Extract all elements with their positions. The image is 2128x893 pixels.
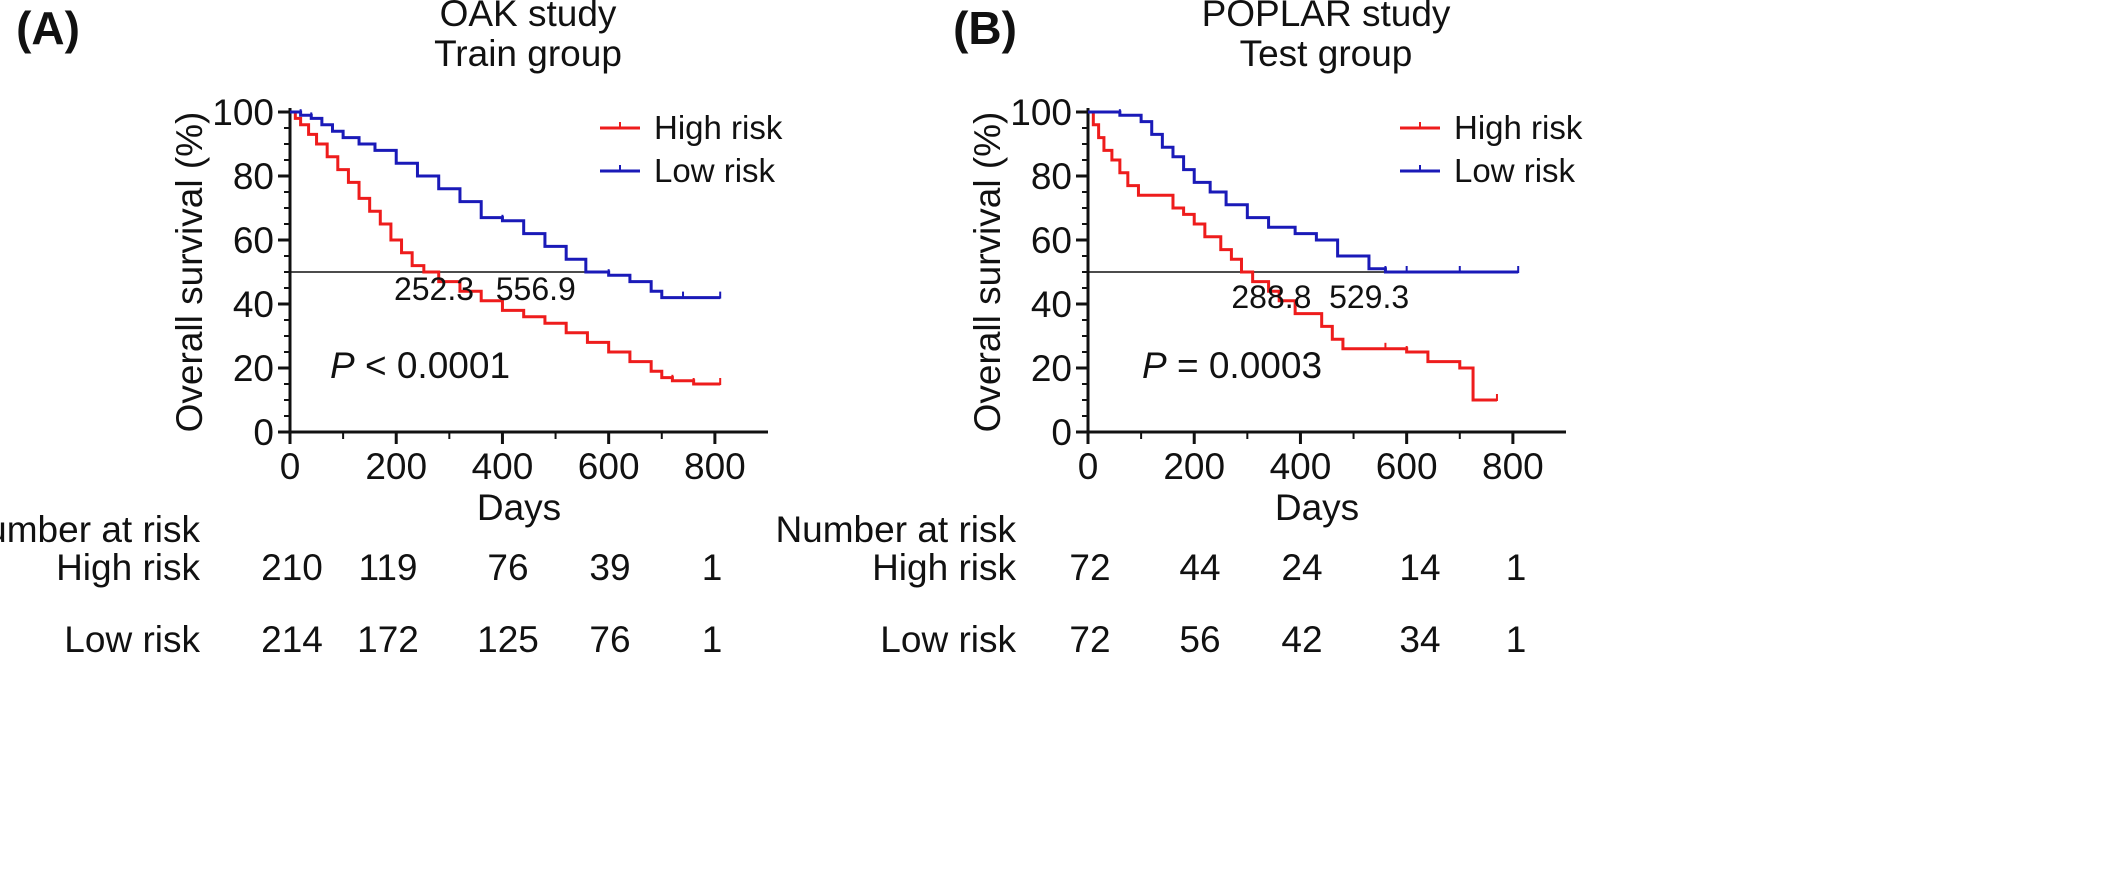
y-tick-label: 20 — [233, 348, 274, 389]
risk-row-label: Low risk — [880, 619, 1016, 660]
risk-cell: 72 — [1069, 619, 1110, 660]
risk-cell: 44 — [1179, 547, 1220, 588]
y-tick-label: 100 — [1010, 92, 1072, 133]
risk-cell: 34 — [1399, 619, 1440, 660]
legend-label-low-risk: Low risk — [654, 152, 776, 189]
y-tick-label: 60 — [1031, 220, 1072, 261]
y-tick-label: 0 — [1051, 412, 1072, 453]
risk-table-heading: Number at risk — [0, 509, 200, 550]
risk-cell: 1 — [702, 619, 723, 660]
risk-cell: 1 — [1506, 619, 1527, 660]
p-value: P < 0.0001 — [330, 345, 510, 386]
p-value-text: < 0.0001 — [355, 345, 510, 386]
risk-cell: 42 — [1281, 619, 1322, 660]
x-tick-label: 400 — [472, 446, 534, 487]
chart-title: POPLAR study — [1202, 0, 1451, 34]
y-tick-label: 60 — [233, 220, 274, 261]
p-value-symbol: P — [1142, 345, 1167, 386]
x-tick-label: 800 — [1482, 446, 1544, 487]
risk-cell: 125 — [477, 619, 539, 660]
y-tick-label: 80 — [1031, 156, 1072, 197]
y-tick-label: 100 — [212, 92, 274, 133]
median-label: 252.3 — [394, 271, 474, 307]
median-label: 529.3 — [1329, 279, 1409, 315]
x-axis-title: Days — [477, 487, 561, 528]
x-tick-label: 800 — [684, 446, 746, 487]
panel-label: (A) — [16, 2, 80, 54]
chart-subtitle: Test group — [1240, 33, 1413, 74]
legend-label-low-risk: Low risk — [1454, 152, 1576, 189]
legend-label-high-risk: High risk — [1454, 109, 1583, 146]
x-axis-title: Days — [1275, 487, 1359, 528]
median-label: 556.9 — [496, 271, 576, 307]
risk-cell: 210 — [261, 547, 323, 588]
y-tick-label: 80 — [233, 156, 274, 197]
x-tick-label: 400 — [1270, 446, 1332, 487]
risk-cell: 76 — [487, 547, 528, 588]
y-tick-label: 0 — [253, 412, 274, 453]
risk-cell: 39 — [589, 547, 630, 588]
risk-cell: 214 — [261, 619, 323, 660]
risk-table-heading: Number at risk — [775, 509, 1016, 550]
y-axis-title: Overall survival (%) — [169, 112, 210, 433]
p-value: P = 0.0003 — [1142, 345, 1322, 386]
p-value-symbol: P — [330, 345, 355, 386]
panel-label: (B) — [953, 2, 1017, 54]
risk-cell: 14 — [1399, 547, 1440, 588]
risk-cell: 1 — [702, 547, 723, 588]
risk-cell: 119 — [359, 547, 418, 588]
x-tick-label: 0 — [1078, 446, 1099, 487]
risk-cell: 76 — [589, 619, 630, 660]
risk-row-label: Low risk — [64, 619, 200, 660]
risk-row-label: High risk — [872, 547, 1016, 588]
chart-subtitle: Train group — [434, 33, 622, 74]
risk-cell: 56 — [1179, 619, 1220, 660]
y-tick-label: 40 — [233, 284, 274, 325]
risk-cell: 172 — [357, 619, 419, 660]
x-tick-label: 600 — [1376, 446, 1438, 487]
y-axis-title: Overall survival (%) — [967, 112, 1008, 433]
risk-cell: 72 — [1069, 547, 1110, 588]
risk-row-label: High risk — [56, 547, 200, 588]
p-value-text: = 0.0003 — [1167, 345, 1322, 386]
chart-title: OAK study — [440, 0, 617, 34]
x-tick-label: 200 — [1163, 446, 1225, 487]
y-tick-label: 40 — [1031, 284, 1072, 325]
x-tick-label: 600 — [578, 446, 640, 487]
risk-cell: 24 — [1281, 547, 1322, 588]
y-tick-label: 20 — [1031, 348, 1072, 389]
median-label: 288.8 — [1231, 279, 1311, 315]
x-tick-label: 200 — [365, 446, 427, 487]
legend-label-high-risk: High risk — [654, 109, 783, 146]
risk-cell: 1 — [1506, 547, 1527, 588]
x-tick-label: 0 — [280, 446, 301, 487]
